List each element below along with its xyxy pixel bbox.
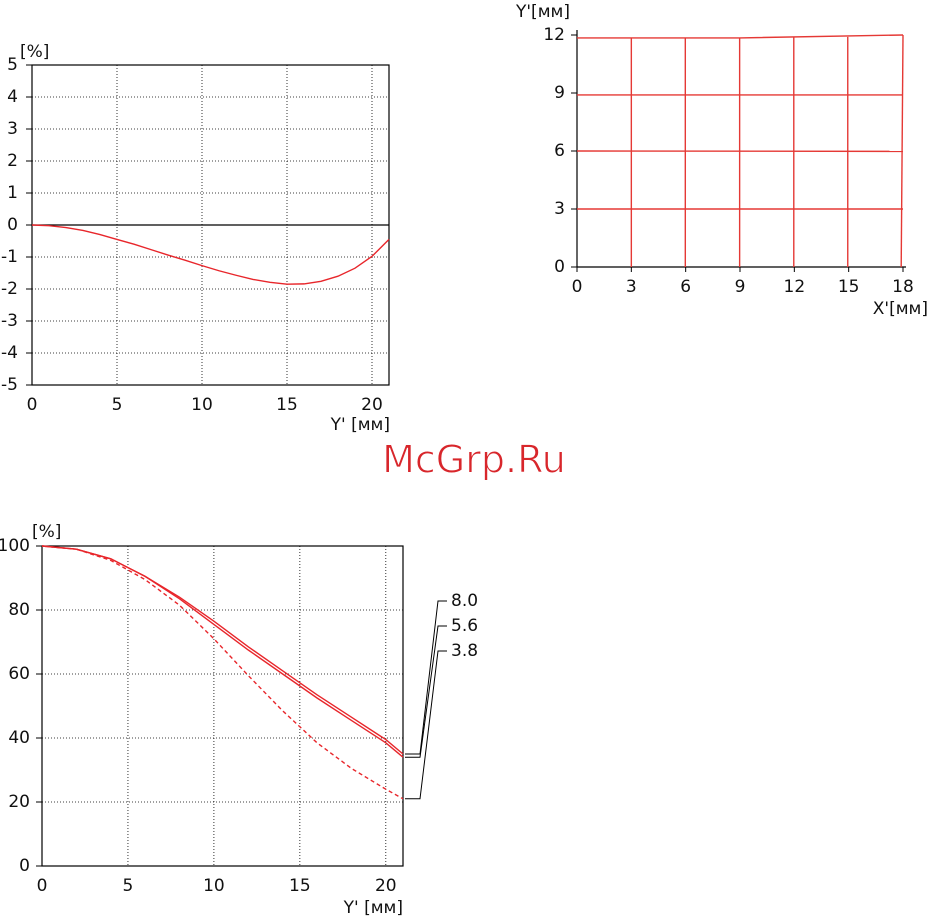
x-tick-label: 5 <box>123 876 134 896</box>
x-tick-label: 5 <box>112 395 123 415</box>
series-line <box>577 35 903 38</box>
y-tick-label: 0 <box>7 215 18 235</box>
x-tick-label: 20 <box>375 876 397 896</box>
y-tick-label: 5 <box>7 55 18 75</box>
y-tick-label: -1 <box>1 247 18 267</box>
y-tick-label: 80 <box>8 600 30 620</box>
x-tick-label: 10 <box>191 395 213 415</box>
watermark: McGrp.Ru <box>382 438 566 482</box>
y-tick-label: 0 <box>19 856 30 876</box>
legend-leader <box>405 626 447 757</box>
x-tick-label: 15 <box>838 277 860 297</box>
x-tick-label: 20 <box>361 395 383 415</box>
x-tick-label: 12 <box>784 277 806 297</box>
y-tick-label: 3 <box>554 199 565 219</box>
y-tick-label: 2 <box>7 151 18 171</box>
x-tick-label: 15 <box>289 876 311 896</box>
y-tick-label: -2 <box>1 279 18 299</box>
x-tick-label: 15 <box>276 395 298 415</box>
x-tick-label: 6 <box>680 277 691 297</box>
x-tick-label: 18 <box>892 277 914 297</box>
y-tick-label: -4 <box>1 343 18 363</box>
series-line <box>901 35 903 267</box>
y-tick-label: -3 <box>1 311 18 331</box>
x-tick-label: 9 <box>735 277 746 297</box>
legend-label: 3.8 <box>451 641 478 661</box>
legend-label: 8.0 <box>451 591 478 611</box>
x-tick-label: 0 <box>27 395 38 415</box>
series-line <box>42 546 403 754</box>
x-axis-label: X'[мм] <box>873 299 928 319</box>
y-tick-label: 100 <box>0 536 30 556</box>
y-tick-label: 3 <box>7 119 18 139</box>
x-tick-label: 3 <box>626 277 637 297</box>
plot-frame <box>42 546 403 866</box>
y-tick-label: 1 <box>7 183 18 203</box>
y-tick-label: 9 <box>554 83 565 103</box>
series-line <box>42 546 403 757</box>
y-tick-label: 4 <box>7 87 18 107</box>
y-tick-label: 12 <box>543 25 565 45</box>
legend-leader <box>405 601 447 754</box>
series-line <box>32 225 389 284</box>
series-line <box>42 546 403 799</box>
x-tick-label: 0 <box>572 277 583 297</box>
y-tick-label: 40 <box>8 728 30 748</box>
x-axis-label: Y' [мм] <box>343 898 403 918</box>
y-tick-label: 6 <box>554 141 565 161</box>
y-tick-label: 0 <box>554 257 565 277</box>
y-tick-label: 20 <box>8 792 30 812</box>
y-tick-label: -5 <box>1 375 18 395</box>
y-axis-label: [%] <box>20 42 49 62</box>
x-axis-label: Y' [мм] <box>330 415 390 435</box>
x-tick-label: 10 <box>203 876 225 896</box>
y-axis-label: Y'[мм] <box>515 2 570 22</box>
legend-label: 5.6 <box>451 616 478 636</box>
legend-leader <box>405 651 447 799</box>
y-axis-label: [%] <box>32 522 61 542</box>
x-tick-label: 0 <box>37 876 48 896</box>
y-tick-label: 60 <box>8 664 30 684</box>
